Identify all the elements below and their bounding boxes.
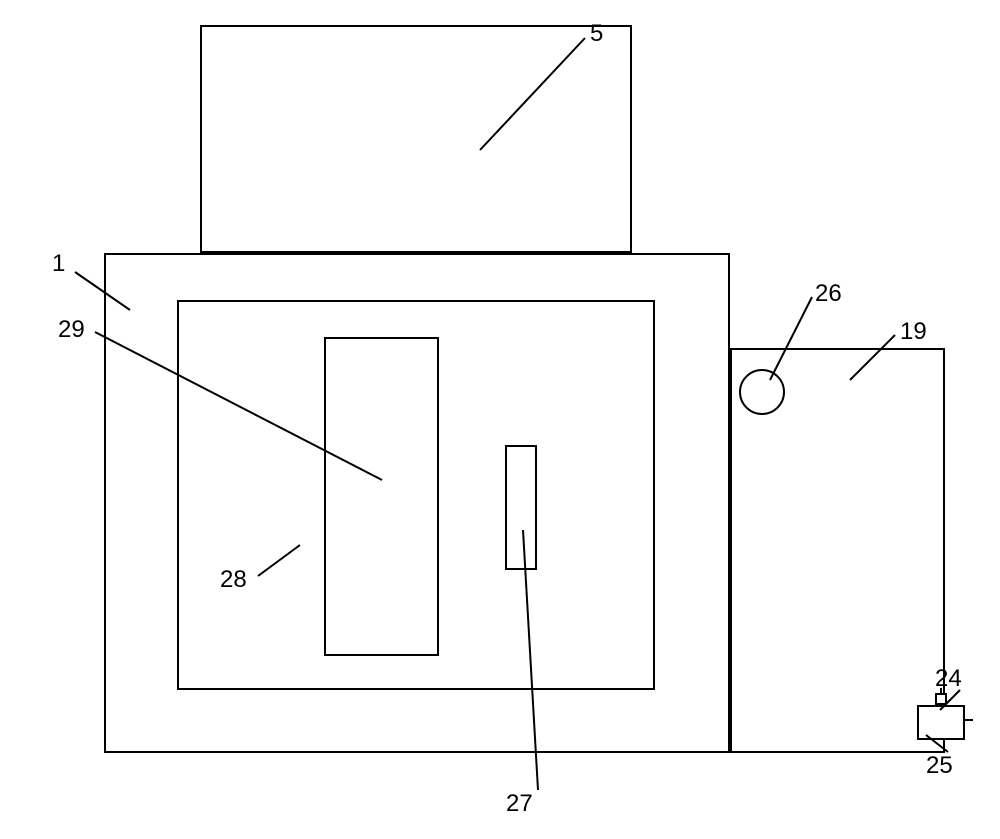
part-24-valve-body — [917, 705, 965, 740]
label-25: 25 — [926, 752, 953, 780]
label-5: 5 — [590, 20, 603, 48]
label-27: 27 — [506, 790, 533, 818]
schematic-diagram: 5 1 29 28 27 19 26 24 25 — [0, 0, 1000, 839]
label-26: 26 — [815, 280, 842, 308]
label-1: 1 — [52, 250, 65, 278]
part-5-box — [200, 25, 632, 253]
valve-stem — [935, 693, 947, 705]
part-19-box — [730, 348, 945, 753]
label-28: 28 — [220, 566, 247, 594]
part-29-box — [324, 337, 439, 656]
part-27-box — [505, 445, 537, 570]
label-29: 29 — [58, 316, 85, 344]
label-19: 19 — [900, 318, 927, 346]
label-24: 24 — [935, 665, 962, 693]
